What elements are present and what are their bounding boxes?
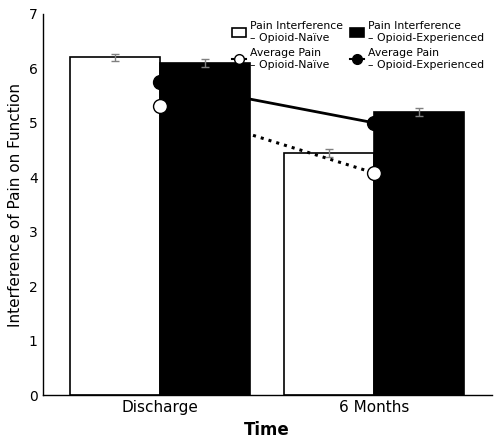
X-axis label: Time: Time bbox=[244, 421, 290, 439]
Bar bbox=[284, 153, 374, 395]
Bar bbox=[70, 57, 160, 395]
Legend: Pain Interference
– Opioid-Naïve, Average Pain
– Opioid-Naïve, Pain Interference: Pain Interference – Opioid-Naïve, Averag… bbox=[230, 19, 486, 72]
Bar bbox=[160, 63, 250, 395]
Y-axis label: Interference of Pain on Function: Interference of Pain on Function bbox=[8, 83, 24, 327]
Bar bbox=[374, 112, 464, 395]
